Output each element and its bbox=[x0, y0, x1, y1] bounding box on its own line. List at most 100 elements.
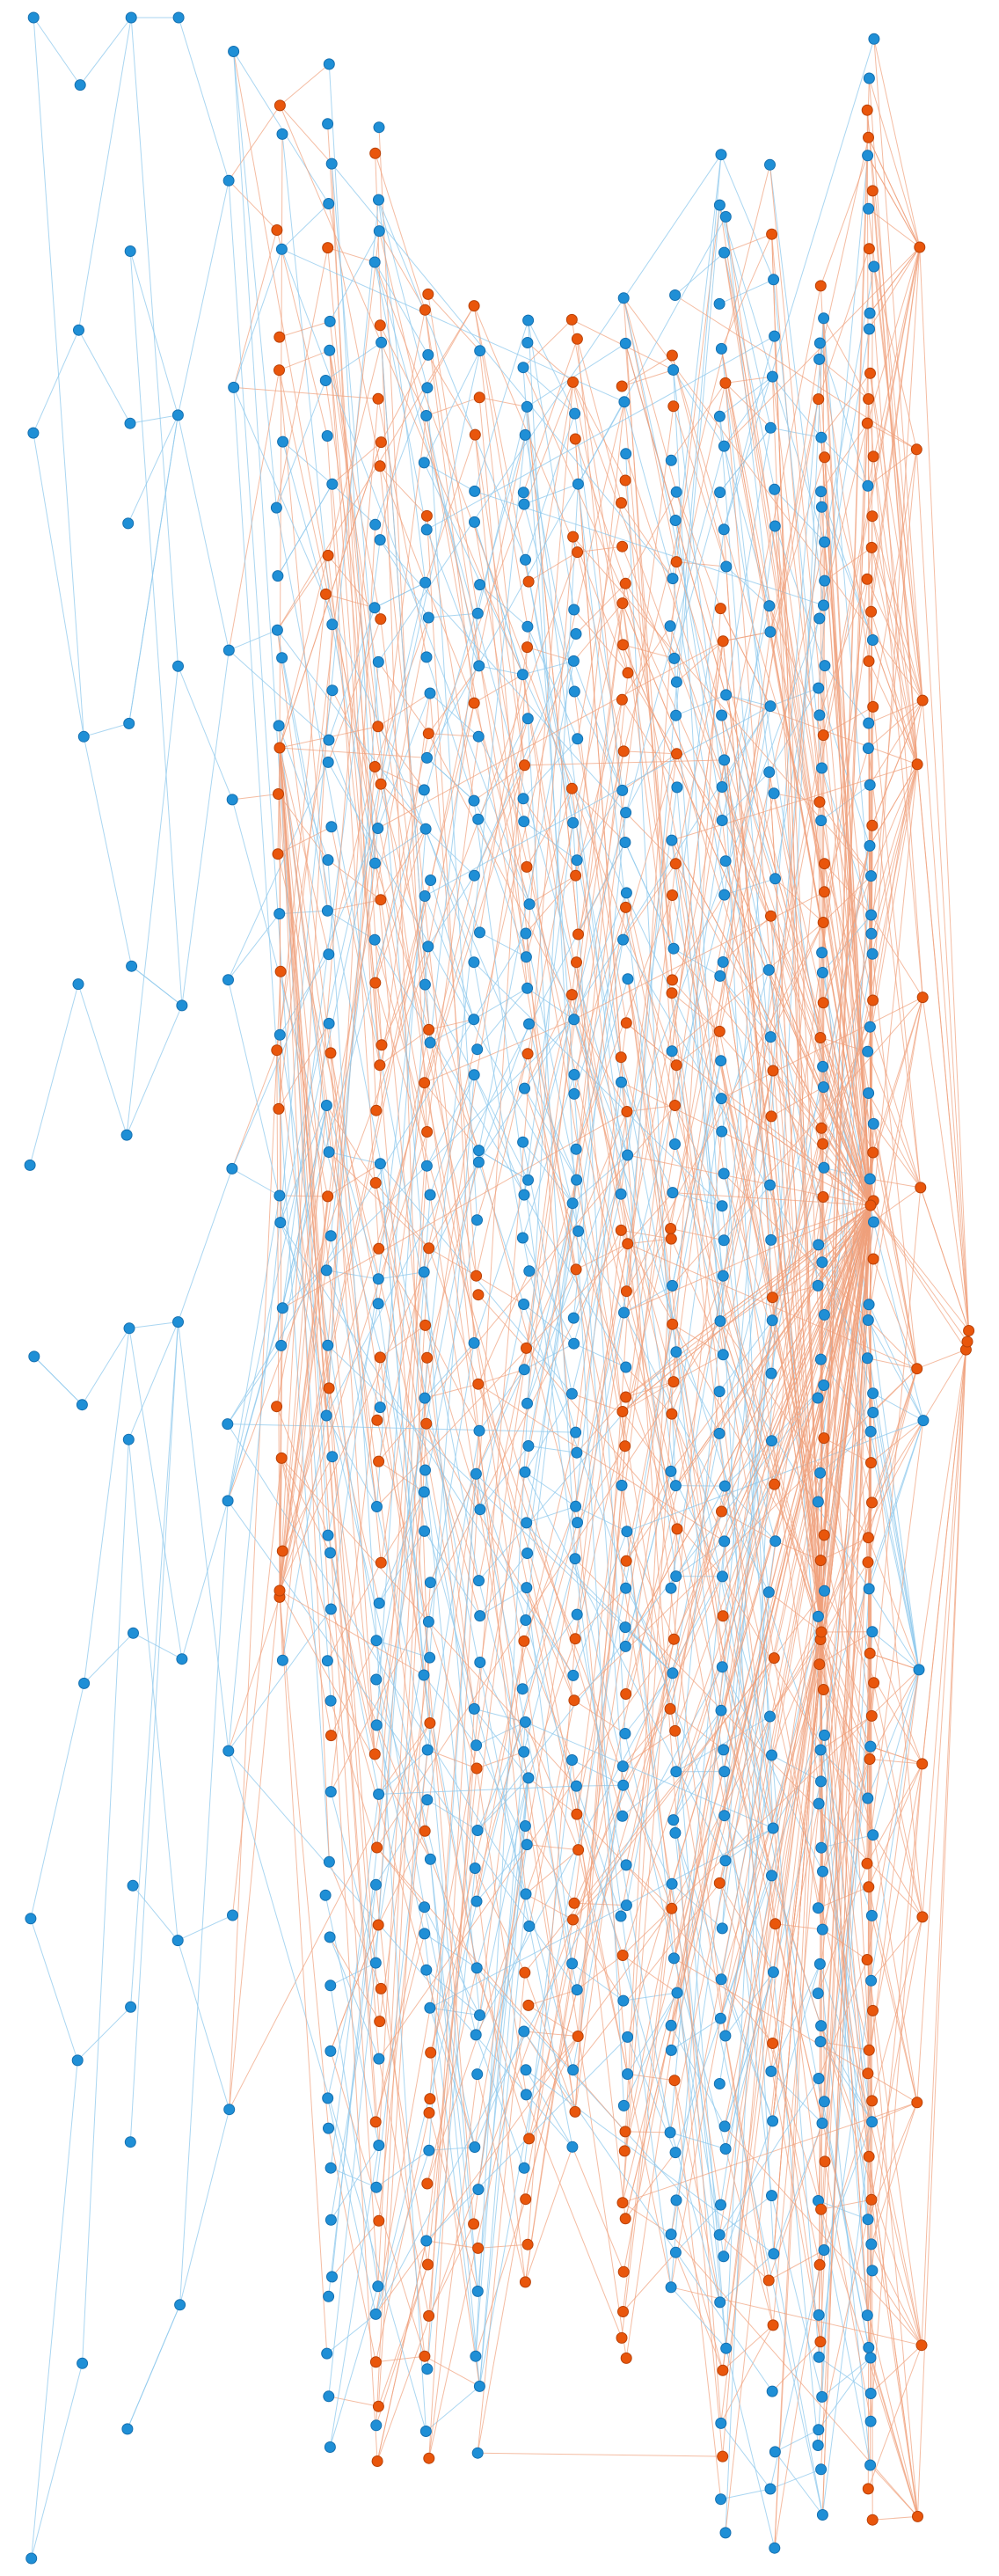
graph-node-orange[interactable] bbox=[616, 693, 628, 706]
graph-node-blue[interactable] bbox=[74, 79, 86, 91]
graph-node-orange[interactable] bbox=[814, 1555, 827, 1567]
graph-node-blue[interactable] bbox=[369, 2308, 382, 2320]
graph-node-blue[interactable] bbox=[470, 2350, 482, 2362]
graph-node-blue[interactable] bbox=[320, 1100, 332, 1111]
graph-node-orange[interactable] bbox=[667, 1376, 680, 1388]
graph-node-blue[interactable] bbox=[863, 717, 875, 729]
graph-node-blue[interactable] bbox=[717, 1349, 729, 1361]
graph-node-blue[interactable] bbox=[813, 2424, 825, 2436]
graph-node-blue[interactable] bbox=[471, 2068, 484, 2081]
graph-node-blue[interactable] bbox=[421, 1744, 434, 1756]
graph-node-blue[interactable] bbox=[716, 815, 728, 826]
graph-node-blue[interactable] bbox=[762, 964, 775, 976]
graph-node-blue[interactable] bbox=[819, 536, 831, 548]
graph-node-blue[interactable] bbox=[715, 2417, 727, 2429]
graph-node-orange[interactable] bbox=[375, 1982, 387, 1994]
graph-node-orange[interactable] bbox=[670, 556, 682, 568]
graph-node-blue[interactable] bbox=[222, 1745, 235, 1757]
graph-node-orange[interactable] bbox=[619, 474, 631, 487]
graph-node-blue[interactable] bbox=[813, 2073, 825, 2084]
graph-node-blue[interactable] bbox=[718, 1535, 731, 1548]
graph-node-blue[interactable] bbox=[521, 1839, 533, 1851]
graph-node-blue[interactable] bbox=[474, 926, 485, 939]
graph-node-blue[interactable] bbox=[372, 655, 384, 668]
graph-node-blue[interactable] bbox=[26, 2552, 38, 2565]
graph-node-blue[interactable] bbox=[670, 1570, 682, 1583]
graph-node-orange[interactable] bbox=[620, 1391, 632, 1403]
graph-node-blue[interactable] bbox=[566, 2141, 579, 2153]
graph-node-orange[interactable] bbox=[419, 1077, 431, 1089]
graph-node-blue[interactable] bbox=[275, 243, 288, 255]
graph-node-blue[interactable] bbox=[226, 1162, 238, 1175]
graph-node-blue[interactable] bbox=[764, 421, 777, 434]
graph-node-blue[interactable] bbox=[420, 651, 433, 663]
graph-node-orange[interactable] bbox=[616, 1406, 629, 1417]
graph-node-blue[interactable] bbox=[617, 292, 630, 304]
graph-node-blue[interactable] bbox=[520, 1888, 532, 1900]
graph-node-blue[interactable] bbox=[864, 323, 875, 335]
graph-node-blue[interactable] bbox=[521, 713, 534, 725]
graph-node-blue[interactable] bbox=[321, 1655, 333, 1667]
graph-node-blue[interactable] bbox=[519, 1466, 531, 1478]
graph-node-blue[interactable] bbox=[419, 1392, 431, 1404]
graph-node-blue[interactable] bbox=[76, 1399, 88, 1411]
graph-node-blue[interactable] bbox=[324, 315, 336, 327]
graph-node-orange[interactable] bbox=[473, 392, 485, 404]
graph-node-blue[interactable] bbox=[764, 158, 776, 171]
graph-node-orange[interactable] bbox=[719, 377, 732, 389]
graph-node-blue[interactable] bbox=[813, 682, 825, 694]
graph-node-orange[interactable] bbox=[371, 2455, 383, 2467]
graph-node-blue[interactable] bbox=[571, 1984, 583, 1996]
graph-node-blue[interactable] bbox=[619, 837, 631, 848]
graph-node-orange[interactable] bbox=[424, 2093, 436, 2105]
graph-node-blue[interactable] bbox=[518, 1745, 530, 1758]
graph-node-blue[interactable] bbox=[667, 1814, 680, 1826]
graph-node-orange[interactable] bbox=[619, 2126, 631, 2138]
graph-node-blue[interactable] bbox=[472, 1156, 485, 1168]
graph-node-blue[interactable] bbox=[717, 1570, 728, 1583]
graph-node-orange[interactable] bbox=[866, 819, 879, 831]
graph-node-orange[interactable] bbox=[863, 393, 875, 405]
graph-node-blue[interactable] bbox=[172, 11, 185, 24]
graph-node-orange[interactable] bbox=[666, 1902, 678, 1914]
graph-node-blue[interactable] bbox=[621, 1526, 633, 1538]
graph-node-blue[interactable] bbox=[373, 194, 384, 206]
graph-node-blue[interactable] bbox=[816, 2509, 828, 2521]
graph-node-blue[interactable] bbox=[373, 2053, 385, 2065]
graph-node-orange[interactable] bbox=[861, 104, 873, 116]
graph-node-blue[interactable] bbox=[622, 1149, 634, 1161]
graph-node-orange[interactable] bbox=[916, 694, 929, 706]
graph-node-blue[interactable] bbox=[665, 454, 677, 466]
graph-node-orange[interactable] bbox=[766, 1292, 778, 1304]
graph-node-blue[interactable] bbox=[718, 1744, 730, 1756]
graph-node-blue[interactable] bbox=[816, 1923, 828, 1936]
graph-node-blue[interactable] bbox=[866, 1626, 879, 1638]
graph-node-orange[interactable] bbox=[819, 2155, 831, 2168]
graph-node-blue[interactable] bbox=[521, 982, 534, 994]
graph-node-orange[interactable] bbox=[620, 2352, 632, 2364]
graph-node-blue[interactable] bbox=[424, 1036, 436, 1049]
graph-node-blue[interactable] bbox=[423, 2144, 435, 2156]
graph-node-orange[interactable] bbox=[616, 597, 629, 610]
graph-node-orange[interactable] bbox=[818, 1432, 830, 1445]
graph-node-blue[interactable] bbox=[124, 2136, 136, 2148]
graph-node-blue[interactable] bbox=[616, 1810, 629, 1822]
graph-node-blue[interactable] bbox=[370, 1719, 383, 1731]
graph-node-blue[interactable] bbox=[518, 2162, 530, 2174]
graph-node-blue[interactable] bbox=[864, 307, 876, 319]
graph-node-blue[interactable] bbox=[468, 1702, 480, 1715]
graph-node-blue[interactable] bbox=[767, 2115, 779, 2127]
graph-node-orange[interactable] bbox=[567, 1914, 579, 1926]
graph-node-blue[interactable] bbox=[569, 407, 581, 420]
graph-node-blue[interactable] bbox=[864, 839, 876, 852]
graph-node-orange[interactable] bbox=[568, 1897, 580, 1909]
graph-node-orange[interactable] bbox=[375, 894, 387, 906]
graph-node-blue[interactable] bbox=[617, 1994, 630, 2007]
graph-node-blue[interactable] bbox=[324, 2214, 337, 2226]
graph-node-blue[interactable] bbox=[665, 2019, 677, 2031]
graph-node-orange[interactable] bbox=[569, 2105, 581, 2118]
graph-node-blue[interactable] bbox=[720, 2342, 733, 2354]
graph-node-blue[interactable] bbox=[714, 487, 726, 499]
graph-node-blue[interactable] bbox=[571, 854, 583, 867]
graph-node-blue[interactable] bbox=[566, 1958, 579, 1970]
